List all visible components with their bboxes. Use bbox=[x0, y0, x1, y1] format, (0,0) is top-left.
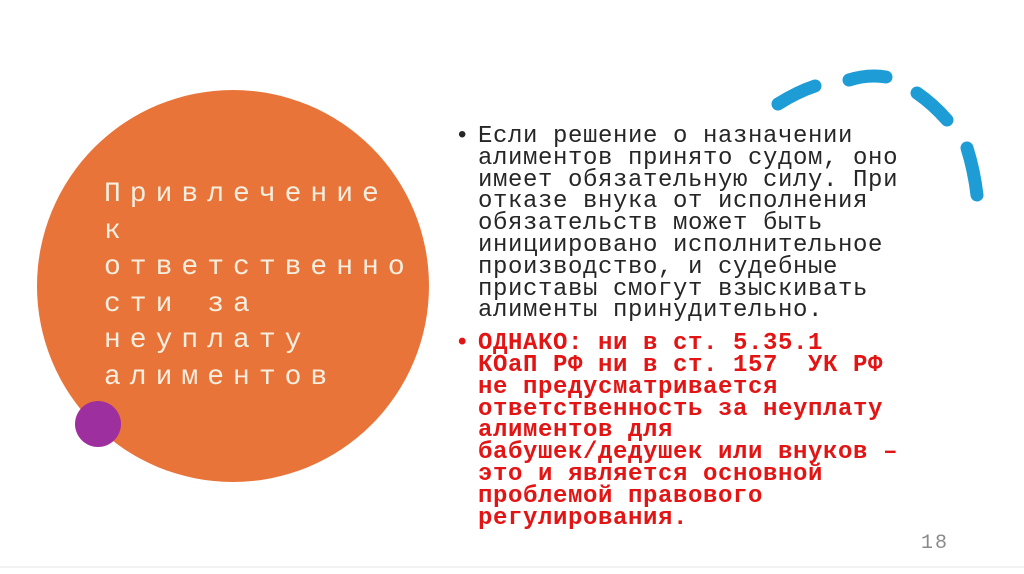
bullet-item: • ОДНАКО: ни в ст. 5.35.1 КОаП РФ ни в с… bbox=[455, 330, 945, 532]
bullet-text: ОДНАКО: ни в ст. 5.35.1 КОаП РФ ни в ст.… bbox=[478, 330, 899, 532]
slide-title: Привлечение к ответственно сти за неупла… bbox=[104, 179, 414, 393]
slide-body: • Если решение о назначении алиментов пр… bbox=[455, 123, 945, 532]
purple-dot-decoration bbox=[75, 401, 121, 447]
bullet-text: Если решение о назначении алиментов прин… bbox=[478, 123, 899, 325]
bullet-item: • Если решение о назначении алиментов пр… bbox=[455, 123, 945, 325]
page-number: 18 bbox=[921, 532, 950, 555]
bullet-marker: • bbox=[455, 330, 471, 358]
bullet-marker: • bbox=[455, 123, 471, 150]
slide-bottom-edge bbox=[0, 566, 1024, 568]
